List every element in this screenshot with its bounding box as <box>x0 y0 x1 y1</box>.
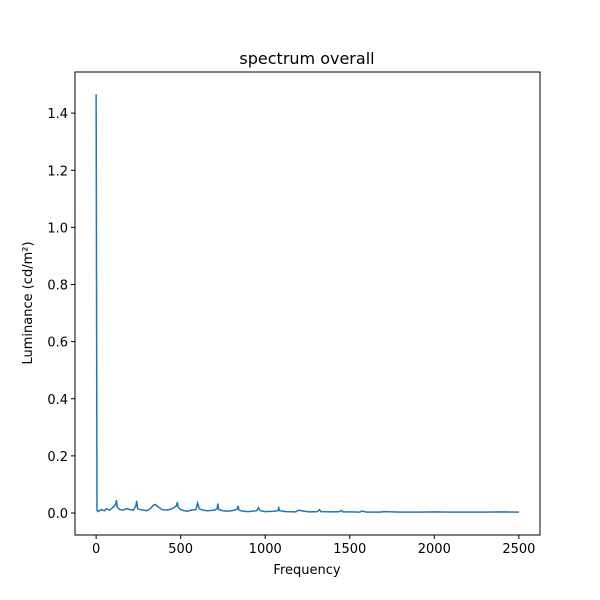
x-tick-label: 1000 <box>249 542 282 557</box>
y-tick-label: 0.8 <box>47 279 68 294</box>
x-tick-label: 2000 <box>418 542 451 557</box>
y-tick-label: 1.0 <box>47 221 68 236</box>
y-tick-label: 1.4 <box>47 107 68 122</box>
x-tick-label: 0 <box>92 542 100 557</box>
x-axis-label: Frequency <box>273 563 340 578</box>
chart-title: spectrum overall <box>239 49 374 68</box>
y-tick-label: 0.0 <box>47 507 68 522</box>
y-tick-label: 0.2 <box>47 450 68 465</box>
x-tick-label: 1500 <box>333 542 366 557</box>
x-tick-label: 2500 <box>502 542 535 557</box>
plot-frame <box>74 71 541 536</box>
y-axis-label: Luminance (cd/m²) <box>21 241 36 364</box>
y-tick-label: 0.6 <box>47 336 68 351</box>
y-tick-label: 1.2 <box>47 164 68 179</box>
y-tick-label: 0.4 <box>47 393 68 408</box>
line <box>95 94 519 513</box>
x-tick-label: 500 <box>168 542 193 557</box>
